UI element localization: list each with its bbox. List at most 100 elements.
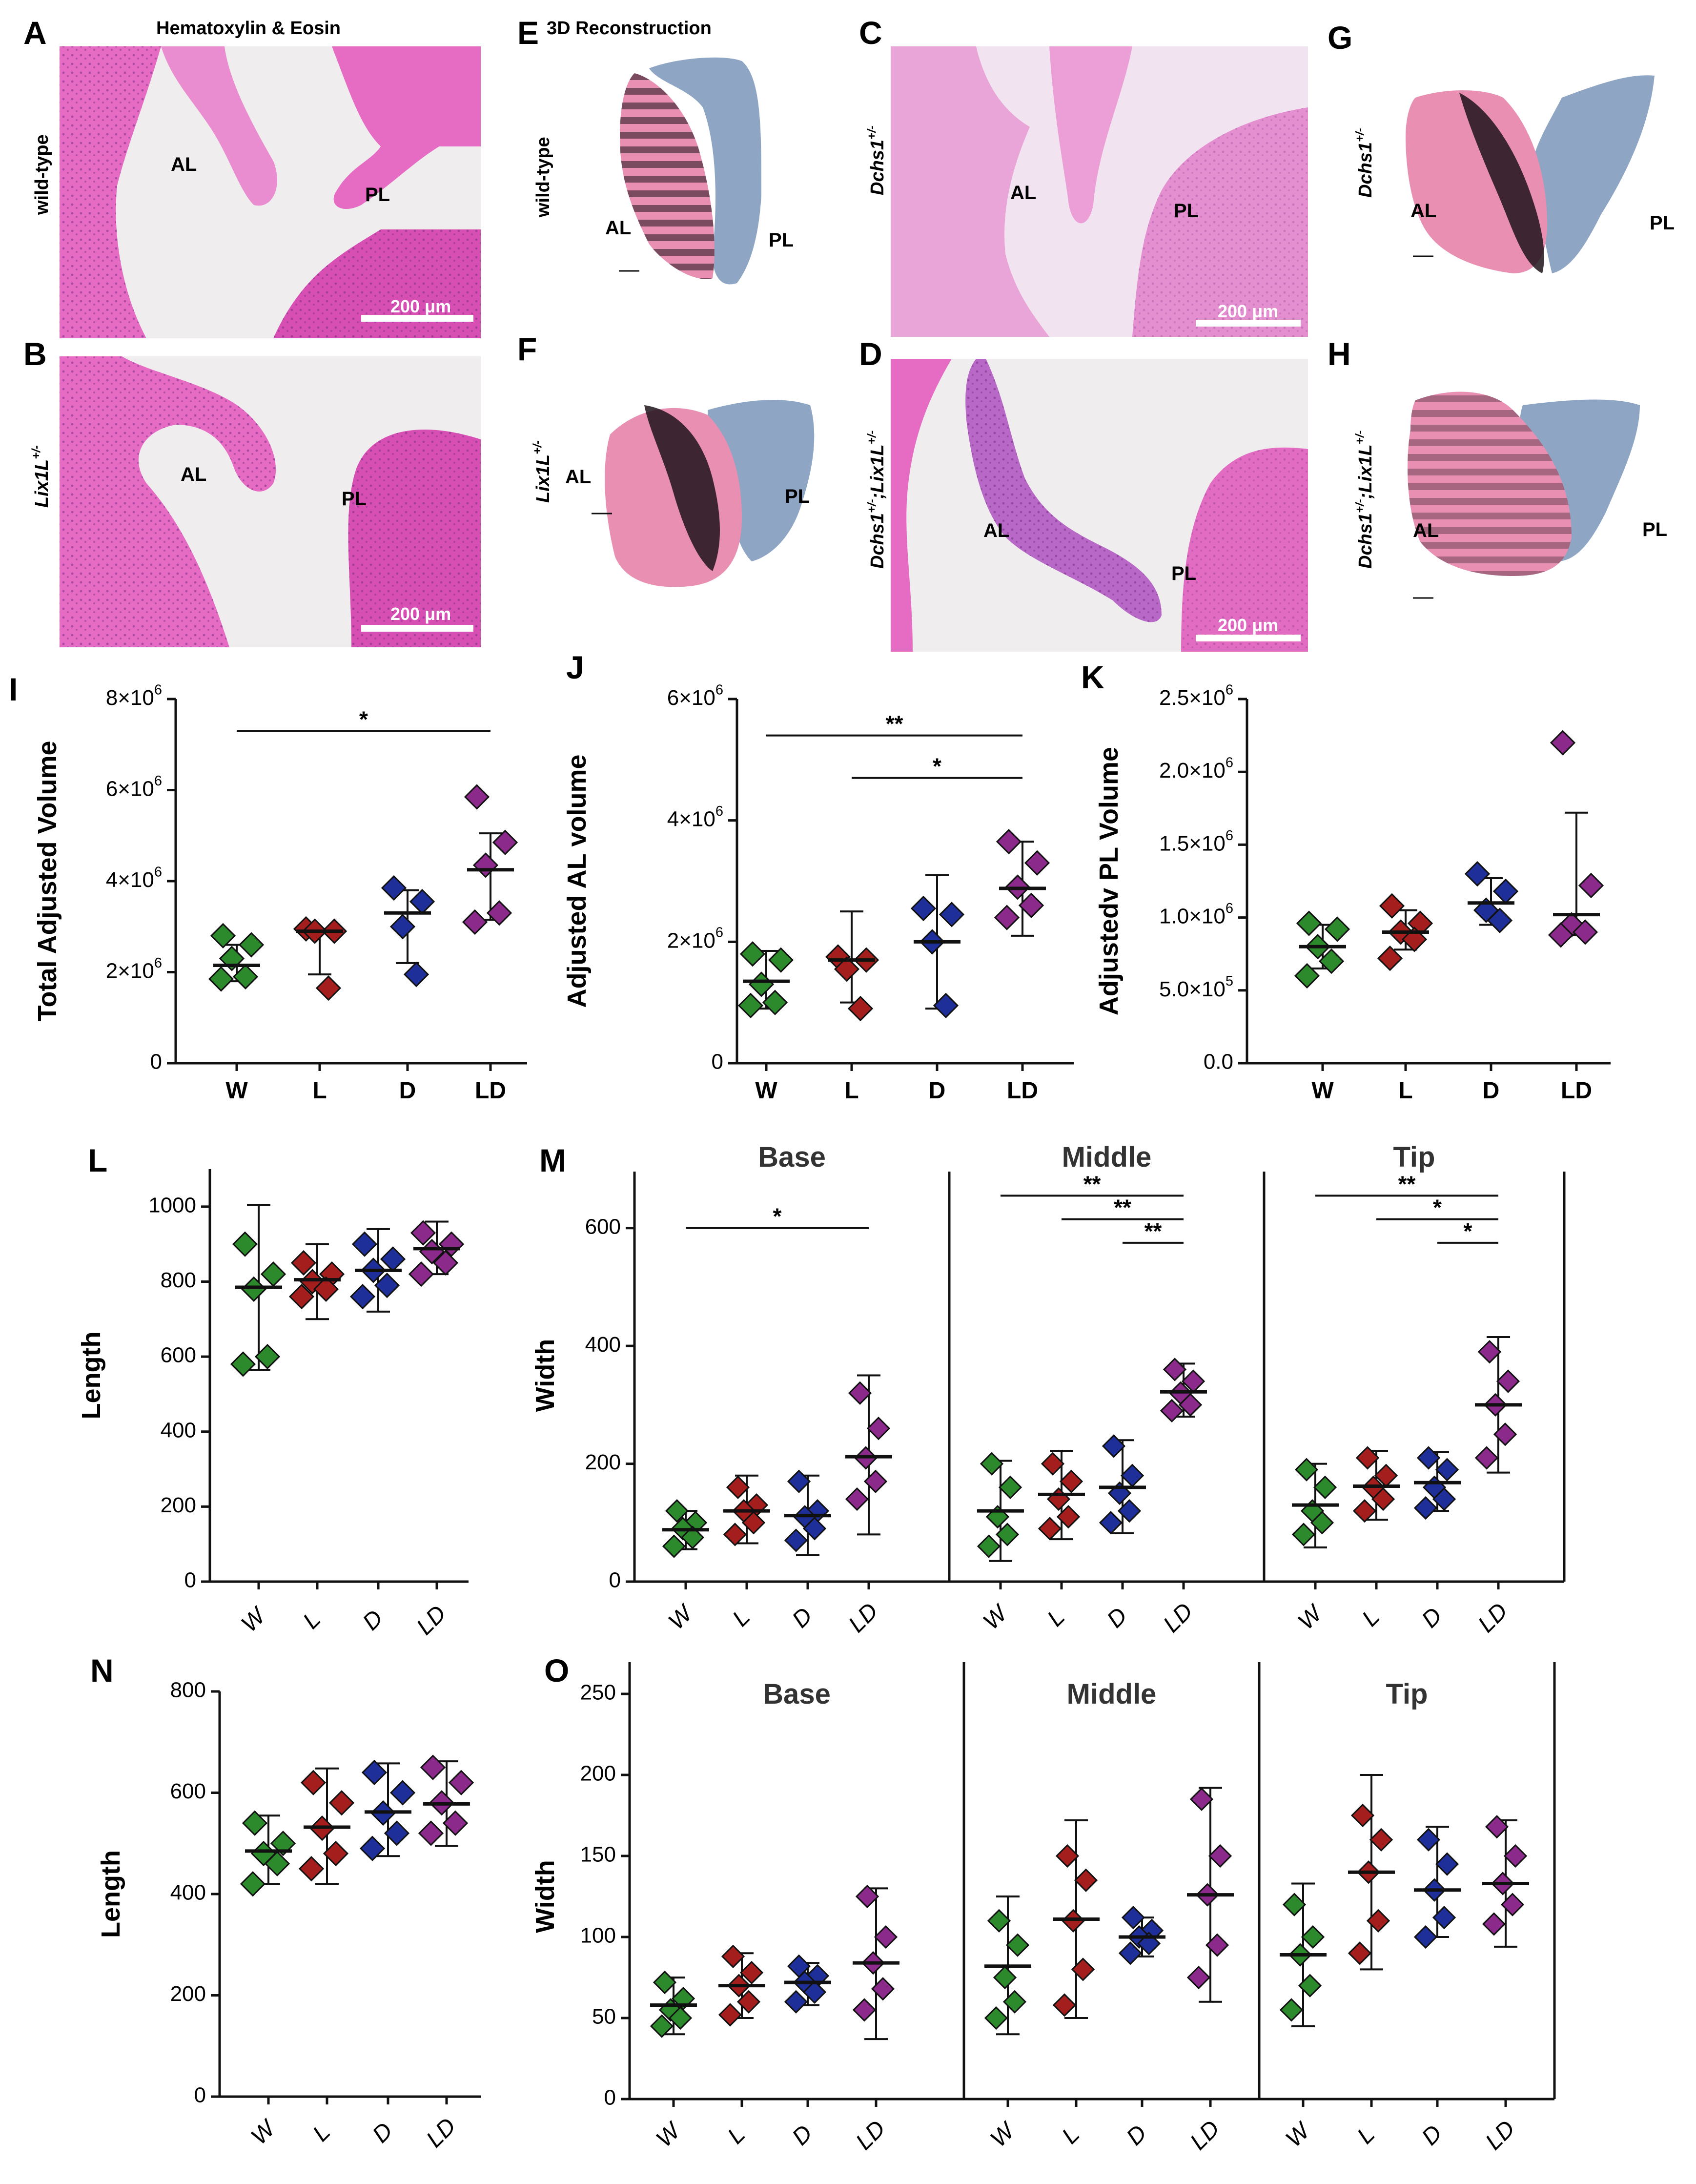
data-point-L bbox=[723, 1523, 747, 1546]
panel-d-scale-label: 200 μm bbox=[1218, 615, 1278, 635]
panel-e-reconstruction bbox=[619, 57, 761, 285]
data-point-LD bbox=[1550, 730, 1576, 756]
data-point-LD bbox=[432, 1250, 459, 1276]
data-point-W bbox=[680, 1525, 705, 1549]
panel-f-genotype-name: Lix1L bbox=[533, 454, 553, 503]
data-point-W bbox=[264, 1851, 290, 1876]
significance-label: * bbox=[1464, 1218, 1472, 1244]
data-point-D bbox=[1464, 861, 1491, 887]
data-point-W bbox=[987, 1909, 1011, 1933]
y-tick-label: 100 bbox=[580, 1924, 616, 1948]
data-point-LD bbox=[996, 829, 1022, 855]
data-point-LD bbox=[1572, 919, 1598, 945]
data-point-D bbox=[1120, 1463, 1144, 1487]
x-tick-label: D bbox=[929, 1078, 946, 1104]
y-tick-label: 0 bbox=[712, 1050, 723, 1074]
y-tick-label: 0 bbox=[184, 1568, 196, 1592]
y-tick-label: 4×106 bbox=[106, 864, 162, 892]
x-tick-label: LD bbox=[1481, 2116, 1520, 2155]
x-tick-label: D bbox=[1417, 2120, 1447, 2150]
panel-c-genotype-sup: +/- bbox=[865, 125, 879, 140]
significance-label: * bbox=[933, 754, 941, 779]
x-tick-label: L bbox=[298, 1607, 326, 1634]
x-tick-label: LD bbox=[844, 1598, 883, 1638]
data-point-L bbox=[1371, 1487, 1395, 1511]
data-point-L bbox=[315, 975, 342, 1001]
data-point-D bbox=[374, 1273, 400, 1298]
data-point-LD bbox=[1189, 1787, 1214, 1811]
data-point-L bbox=[298, 1856, 325, 1882]
facet-title: Middle bbox=[1062, 1141, 1152, 1173]
data-point-D bbox=[1099, 1511, 1123, 1535]
data-point-L bbox=[300, 1770, 327, 1795]
y-tick-label: 0 bbox=[194, 2083, 206, 2107]
data-point-D bbox=[1435, 1852, 1459, 1876]
data-point-W bbox=[995, 1523, 1020, 1546]
data-point-D bbox=[409, 888, 435, 915]
panel-e-al-label: AL bbox=[605, 217, 631, 239]
y-tick-label: 200 bbox=[170, 1982, 206, 2006]
x-tick-label: D bbox=[1483, 1078, 1500, 1104]
data-point-W bbox=[230, 1351, 256, 1377]
panel-c-al-label: AL bbox=[1010, 182, 1036, 204]
significance-label: ** bbox=[1083, 1171, 1101, 1196]
panel-g-al-label: AL bbox=[1410, 200, 1436, 222]
panel-d-al-label: AL bbox=[983, 520, 1009, 541]
data-point-D bbox=[784, 1528, 808, 1552]
panel-c-genotype-name: Dchs1 bbox=[867, 140, 888, 195]
data-point-W bbox=[768, 947, 794, 973]
data-point-W bbox=[1005, 1933, 1030, 1957]
data-point-W bbox=[650, 2014, 674, 2038]
y-tick-label: 8×106 bbox=[106, 682, 162, 710]
panel-d-genotype-name1: Dchs1 bbox=[867, 513, 888, 569]
panel-d-genotype: Dchs1+/-;Lix1L+/- bbox=[865, 431, 888, 569]
x-tick-label: W bbox=[1281, 2117, 1316, 2152]
data-point-W bbox=[254, 1343, 281, 1370]
panel-m-letter: M bbox=[539, 1142, 566, 1178]
data-point-D bbox=[1487, 907, 1513, 933]
y-axis-label: Length bbox=[96, 1850, 125, 1938]
panel-b-histology bbox=[60, 356, 481, 647]
data-point-LD bbox=[492, 829, 518, 855]
data-point-LD bbox=[486, 900, 512, 926]
data-point-W bbox=[1002, 1990, 1027, 2014]
data-point-D bbox=[361, 1759, 388, 1786]
data-point-LD bbox=[1205, 1933, 1229, 1957]
data-point-LD bbox=[438, 1231, 465, 1257]
panel-k-letter: K bbox=[1081, 659, 1104, 695]
data-point-W bbox=[1301, 1925, 1325, 1949]
panel-d-histology bbox=[891, 359, 1308, 652]
data-point-LD bbox=[472, 852, 499, 878]
panel-l-letter: L bbox=[88, 1142, 107, 1178]
data-point-L bbox=[1055, 1844, 1080, 1868]
data-point-LD bbox=[1477, 1340, 1502, 1364]
y-tick-label: 600 bbox=[170, 1779, 206, 1803]
data-point-L bbox=[739, 1960, 764, 1985]
data-point-W bbox=[1294, 1458, 1319, 1482]
data-point-W bbox=[1310, 1511, 1334, 1535]
data-point-L bbox=[1074, 1868, 1098, 1892]
data-point-W bbox=[1291, 1523, 1316, 1546]
panel-d-genotype-sep: ; bbox=[867, 493, 888, 499]
panel-f-genotype: Lix1L+/- bbox=[531, 440, 553, 503]
data-point-W bbox=[653, 1970, 677, 1995]
x-tick-label: LD bbox=[422, 2113, 461, 2153]
data-point-L bbox=[847, 995, 874, 1022]
panel-g-genotype: Dchs1+/- bbox=[1353, 128, 1376, 198]
data-point-LD bbox=[1496, 1369, 1520, 1393]
data-point-LD bbox=[1474, 1446, 1499, 1470]
data-point-L bbox=[328, 1790, 355, 1816]
panel-h-reconstruction bbox=[1408, 391, 1640, 599]
y-tick-label: 200 bbox=[580, 1762, 616, 1786]
panel-d-letter: D bbox=[859, 336, 882, 372]
panel-g-genotype-name: Dchs1 bbox=[1355, 142, 1376, 198]
data-point-D bbox=[802, 1980, 827, 2004]
x-tick-label: D bbox=[787, 2120, 817, 2150]
data-point-LD bbox=[866, 1417, 891, 1441]
data-point-LD bbox=[1163, 1358, 1187, 1381]
x-tick-label: W bbox=[985, 2117, 1021, 2152]
data-point-W bbox=[210, 923, 236, 949]
